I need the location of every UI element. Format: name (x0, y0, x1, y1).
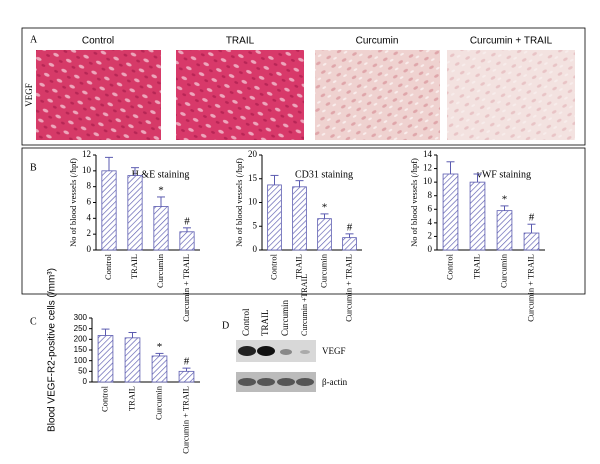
x-tick-label: Curcumin (498, 253, 508, 288)
panel-a-frame (21, 27, 586, 146)
band-label: VEGF (322, 346, 346, 356)
bar (317, 218, 332, 251)
y-tick-label: 150 (74, 345, 88, 354)
x-tick-label: Curcumin + TRAIL (180, 386, 190, 454)
column-title: Control (82, 36, 114, 47)
x-tick-label: TRAIL (293, 254, 303, 279)
column-title: TRAIL (226, 36, 255, 47)
y-tick-label: 2 (87, 228, 92, 238)
y-axis-label: No of blood vessels (/hpf) (68, 158, 78, 247)
x-tick-label: TRAIL (126, 386, 136, 411)
panel-label: C (30, 316, 37, 327)
y-tick-label: 0 (428, 244, 433, 254)
significance-marker: * (158, 184, 164, 196)
y-tick-label: 8 (428, 190, 433, 200)
y-tick-label: 20 (248, 149, 258, 159)
y-tick-label: 15 (248, 173, 258, 183)
y-tick-label: 6 (428, 203, 433, 213)
y-tick-label: 12 (82, 149, 91, 159)
row-label: VEGF (24, 83, 34, 107)
y-tick-label: 12 (423, 163, 432, 173)
y-axis-label: No of blood vessels (/hpf) (234, 158, 244, 247)
x-tick-label: Curcumin + TRAIL (181, 254, 191, 322)
bar (292, 186, 307, 251)
bar (496, 210, 513, 251)
y-tick-label: 0 (83, 377, 88, 386)
bar (124, 337, 141, 383)
column-title: Curcumin + TRAIL (470, 36, 553, 47)
x-tick-label: Control (99, 385, 109, 412)
y-tick-label: 4 (428, 217, 433, 227)
chart-title: vWF staining (477, 169, 531, 180)
significance-marker: # (529, 212, 535, 224)
bar (267, 184, 282, 251)
x-tick-label: Curcumin + TRAIL (525, 254, 535, 322)
significance-marker: # (347, 221, 353, 233)
y-tick-label: 100 (74, 356, 88, 365)
lane-label: Control (241, 308, 251, 336)
band-label: β-actin (322, 377, 348, 387)
y-tick-label: 10 (82, 165, 92, 175)
x-tick-label: Curcumin (155, 253, 165, 288)
x-tick-label: TRAIL (471, 254, 481, 279)
y-tick-label: 50 (78, 366, 87, 375)
histology-images (36, 50, 575, 140)
chart-title: CD31 staining (295, 169, 353, 180)
bar (127, 175, 143, 251)
bar (342, 237, 357, 251)
significance-marker: * (322, 201, 328, 213)
significance-marker: * (157, 341, 163, 353)
x-tick-label: Control (444, 253, 454, 280)
panel-label: A (30, 34, 38, 45)
x-tick-label: Control (103, 253, 113, 280)
bar (151, 355, 168, 383)
bar (469, 181, 486, 251)
chart-title: H &E staining (132, 169, 190, 180)
y-tick-label: 10 (423, 176, 433, 186)
bar (153, 206, 169, 251)
panel-b-frame (21, 147, 586, 295)
panel-label: B (30, 162, 37, 173)
panel-label: D (222, 320, 229, 331)
y-tick-label: 10 (248, 197, 258, 207)
bar (178, 370, 195, 383)
lane-label: Curcumin +TRAIL (300, 274, 309, 336)
blot (236, 340, 316, 392)
y-tick-label: 0 (87, 244, 92, 254)
x-tick-label: Curcumin (153, 385, 163, 420)
x-tick-label: Curcumin (318, 253, 328, 288)
y-tick-label: 250 (74, 324, 88, 333)
bar (442, 173, 459, 251)
y-tick-label: 5 (253, 220, 258, 230)
significance-marker: * (502, 193, 508, 205)
bar (97, 335, 114, 383)
x-tick-label: Control (268, 253, 278, 280)
y-tick-label: 0 (253, 244, 258, 254)
y-tick-label: 14 (423, 149, 433, 159)
lane-label: Curcumin (280, 300, 290, 336)
significance-marker: # (184, 215, 190, 227)
y-tick-label: 6 (87, 197, 92, 207)
x-tick-label: Curcumin + TRAIL (343, 254, 353, 322)
bar (523, 232, 540, 251)
y-tick-label: 4 (87, 212, 92, 222)
column-title: Curcumin (356, 36, 399, 47)
y-tick-label: 300 (74, 313, 88, 322)
lane-label: TRAIL (260, 310, 270, 337)
y-tick-label: 8 (87, 181, 92, 191)
significance-marker: # (184, 356, 190, 368)
y-axis-label: No of blood vessels (/hpf) (409, 158, 419, 247)
y-tick-label: 2 (428, 230, 433, 240)
bar (179, 231, 195, 251)
y-tick-label: 200 (74, 334, 88, 343)
x-tick-label: TRAIL (129, 254, 139, 279)
bar (101, 170, 117, 251)
y-axis-label: Blood VEGF-R2-positive cells (/mm³) (47, 268, 58, 432)
